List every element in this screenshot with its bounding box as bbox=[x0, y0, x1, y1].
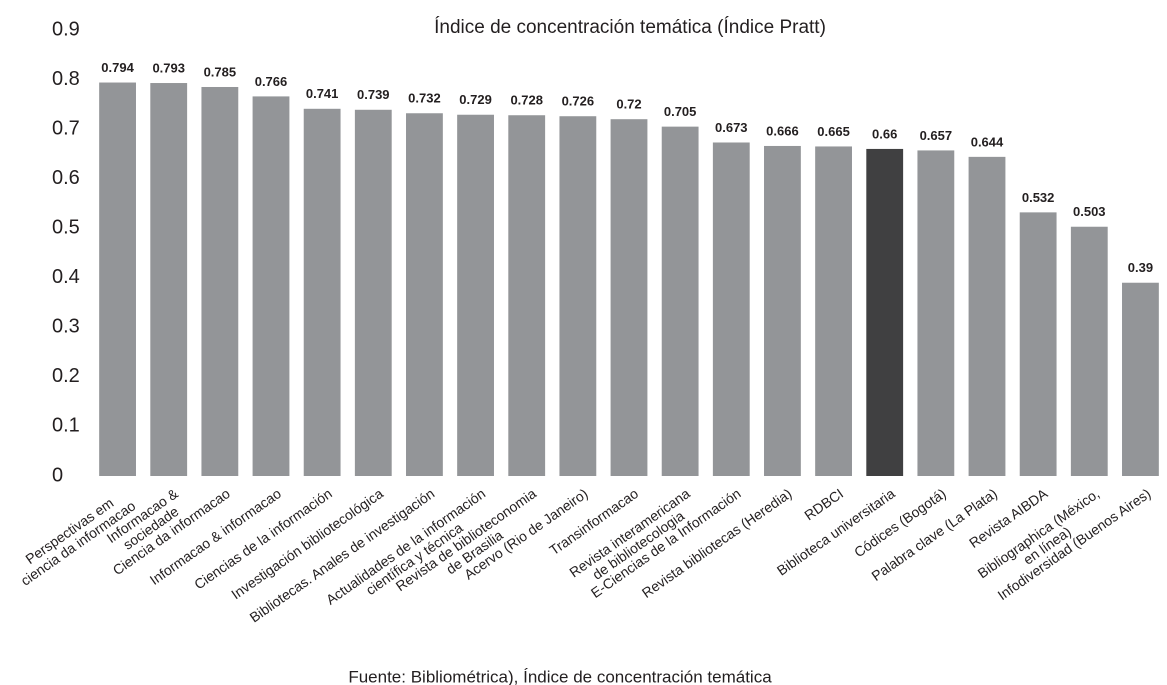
bar bbox=[406, 113, 443, 477]
bar bbox=[252, 96, 290, 476]
bar bbox=[610, 119, 648, 476]
y-tick-label: 0.6 bbox=[52, 167, 80, 189]
value-label: 0.644 bbox=[971, 134, 1004, 149]
value-label: 0.532 bbox=[1022, 190, 1055, 205]
bar bbox=[815, 146, 852, 476]
bar bbox=[764, 145, 801, 476]
bar bbox=[457, 114, 494, 477]
source-note: Fuente: Bibliométrica), Índice de concen… bbox=[348, 667, 772, 685]
bar bbox=[917, 150, 955, 477]
value-label: 0.72 bbox=[616, 97, 641, 112]
value-label: 0.739 bbox=[357, 87, 390, 102]
bar bbox=[1019, 212, 1057, 476]
bar bbox=[99, 82, 136, 476]
value-label: 0.39 bbox=[1128, 260, 1153, 275]
value-label: 0.665 bbox=[817, 124, 850, 139]
value-label: 0.793 bbox=[152, 60, 185, 75]
bar bbox=[712, 142, 750, 477]
value-label: 0.503 bbox=[1073, 204, 1106, 219]
chart-title: Índice de concentración temática (Índice… bbox=[434, 17, 826, 38]
bar bbox=[1122, 282, 1159, 476]
y-tick-label: 0.3 bbox=[52, 316, 80, 338]
value-label: 0.741 bbox=[306, 86, 339, 101]
bar bbox=[1070, 226, 1108, 476]
bar bbox=[559, 116, 597, 476]
value-label: 0.766 bbox=[255, 74, 288, 89]
value-label: 0.729 bbox=[459, 92, 492, 107]
bar bbox=[508, 115, 546, 476]
y-tick-label: 0 bbox=[52, 464, 63, 486]
value-label: 0.673 bbox=[715, 120, 748, 135]
y-tick-label: 0.7 bbox=[52, 117, 80, 139]
y-tick-label: 0.2 bbox=[52, 365, 80, 387]
y-tick-label: 0.9 bbox=[52, 18, 80, 40]
bar bbox=[201, 86, 239, 476]
y-tick-label: 0.4 bbox=[52, 266, 80, 288]
value-label: 0.726 bbox=[562, 94, 595, 109]
y-tick-label: 0.1 bbox=[52, 415, 80, 437]
value-label: 0.66 bbox=[872, 126, 897, 141]
bar bbox=[354, 109, 392, 476]
value-label: 0.728 bbox=[510, 93, 543, 108]
value-label: 0.794 bbox=[101, 60, 134, 75]
bar bbox=[150, 83, 188, 476]
bar bbox=[303, 108, 341, 476]
value-label: 0.657 bbox=[920, 128, 953, 143]
y-tick-label: 0.5 bbox=[52, 217, 80, 239]
value-label: 0.785 bbox=[204, 64, 237, 79]
bar bbox=[866, 148, 904, 476]
y-tick-label: 0.8 bbox=[52, 68, 80, 90]
value-label: 0.705 bbox=[664, 104, 697, 119]
value-label: 0.666 bbox=[766, 123, 799, 138]
bar bbox=[661, 126, 699, 476]
bar bbox=[968, 156, 1006, 476]
value-label: 0.732 bbox=[408, 91, 441, 106]
